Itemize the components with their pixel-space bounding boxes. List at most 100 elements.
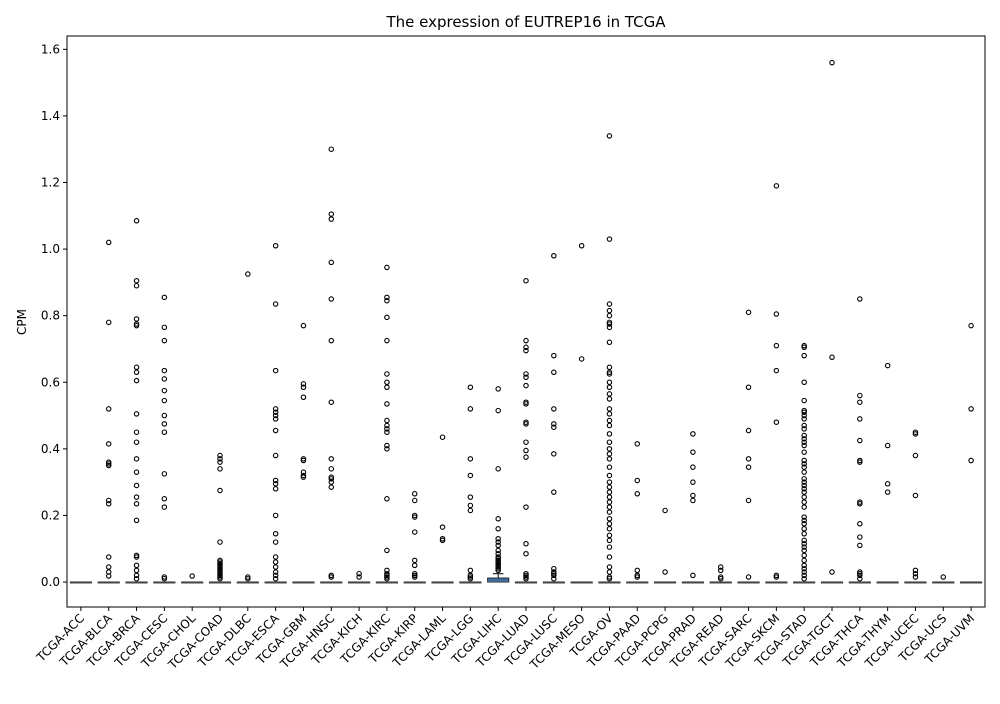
- outlier-point: [328, 572, 335, 579]
- outlier-point: [801, 521, 807, 527]
- outlier-point: [857, 570, 863, 577]
- outlier-point: [717, 567, 724, 574]
- outlier-point: [384, 446, 390, 452]
- outlier-point: [133, 439, 140, 445]
- y-tick-label: 0.6: [41, 375, 60, 389]
- outlier-point: [105, 441, 112, 447]
- outlier-point: [801, 544, 807, 550]
- outlier-point: [801, 379, 807, 386]
- outlier-point: [801, 461, 807, 467]
- outlier-point: [356, 574, 362, 580]
- outlier-point: [606, 544, 613, 550]
- outlier-point: [523, 371, 529, 377]
- outlier-point: [606, 439, 613, 445]
- outlier-point: [105, 497, 112, 504]
- outlier-point: [133, 469, 140, 475]
- outlier-point: [634, 567, 641, 574]
- outlier-point: [801, 494, 807, 500]
- outlier-point: [133, 517, 140, 524]
- outlier-point: [495, 562, 501, 569]
- outlier-point: [829, 569, 835, 575]
- outlier-point: [801, 352, 807, 359]
- outlier-point: [801, 565, 807, 572]
- outlier-point: [411, 529, 418, 535]
- outlier-point: [801, 469, 807, 475]
- y-tick-label: 0.4: [41, 442, 60, 456]
- outlier-point: [773, 572, 780, 579]
- outlier-point: [467, 472, 474, 479]
- outlier-point: [829, 354, 835, 361]
- outlier-point: [495, 554, 501, 560]
- outlier-point: [606, 133, 613, 139]
- outlier-point: [801, 416, 807, 422]
- outlier-point: [133, 567, 140, 574]
- outlier-point: [161, 421, 168, 427]
- outlier-point: [245, 271, 251, 277]
- outlier-point: [467, 494, 474, 500]
- outlier-point: [523, 277, 529, 284]
- outlier-point: [217, 565, 223, 572]
- outlier-point: [523, 504, 529, 510]
- outlier-point: [133, 552, 140, 559]
- outlier-point: [272, 481, 279, 487]
- outlier-point: [133, 572, 140, 579]
- outlier-point: [857, 569, 863, 575]
- outlier-point: [328, 146, 335, 152]
- outlier-point: [133, 562, 140, 569]
- outlier-point: [606, 417, 613, 424]
- outlier-point: [384, 567, 390, 574]
- outlier-point: [801, 344, 807, 351]
- outlier-point: [801, 517, 807, 524]
- outlier-point: [968, 457, 974, 464]
- outlier-point: [606, 396, 613, 402]
- outlier-point: [272, 486, 279, 492]
- outlier-point: [411, 570, 418, 577]
- outlier-point: [105, 564, 112, 570]
- outlier-point: [217, 569, 223, 575]
- outlier-point: [133, 322, 140, 329]
- outlier-point: [133, 369, 140, 376]
- outlier-point: [551, 424, 557, 430]
- outlier-point: [745, 464, 752, 470]
- outlier-point: [467, 384, 474, 391]
- outlier-point: [384, 297, 390, 304]
- outlier-point: [857, 457, 863, 464]
- outlier-point: [328, 296, 335, 302]
- outlier-point: [968, 322, 974, 329]
- outlier-point: [384, 426, 390, 432]
- outlier-point: [606, 521, 613, 527]
- outlier-point: [467, 406, 474, 412]
- outlier-point: [384, 294, 390, 301]
- outlier-point: [801, 504, 807, 510]
- outlier-point: [523, 454, 529, 460]
- outlier-point: [328, 211, 335, 217]
- outlier-point: [801, 486, 807, 492]
- outlier-point: [161, 471, 168, 477]
- outlier-point: [217, 564, 223, 570]
- outlier-point: [384, 574, 390, 580]
- outlier-point: [495, 567, 501, 574]
- outlier-point: [801, 569, 807, 575]
- outlier-point: [606, 451, 613, 457]
- outlier-point: [717, 575, 724, 582]
- outlier-point: [328, 474, 335, 480]
- outlier-point: [857, 416, 863, 422]
- outlier-point: [217, 560, 223, 567]
- outlier-point: [801, 489, 807, 495]
- outlier-point: [495, 559, 501, 565]
- outlier-point: [384, 547, 390, 554]
- outlier-point: [912, 429, 919, 435]
- outlier-point: [384, 429, 390, 435]
- y-axis-label: CPM: [15, 309, 29, 335]
- outlier-point: [523, 382, 529, 389]
- outlier-point: [690, 464, 696, 470]
- outlier-point: [884, 489, 891, 495]
- outlier-point: [133, 282, 140, 289]
- outlier-point: [161, 324, 168, 331]
- outlier-point: [801, 439, 807, 445]
- outlier-point: [217, 567, 223, 574]
- outlier-point: [495, 516, 501, 522]
- outlier-point: [272, 539, 279, 545]
- outlier-point: [272, 409, 279, 415]
- outlier-point: [105, 406, 112, 412]
